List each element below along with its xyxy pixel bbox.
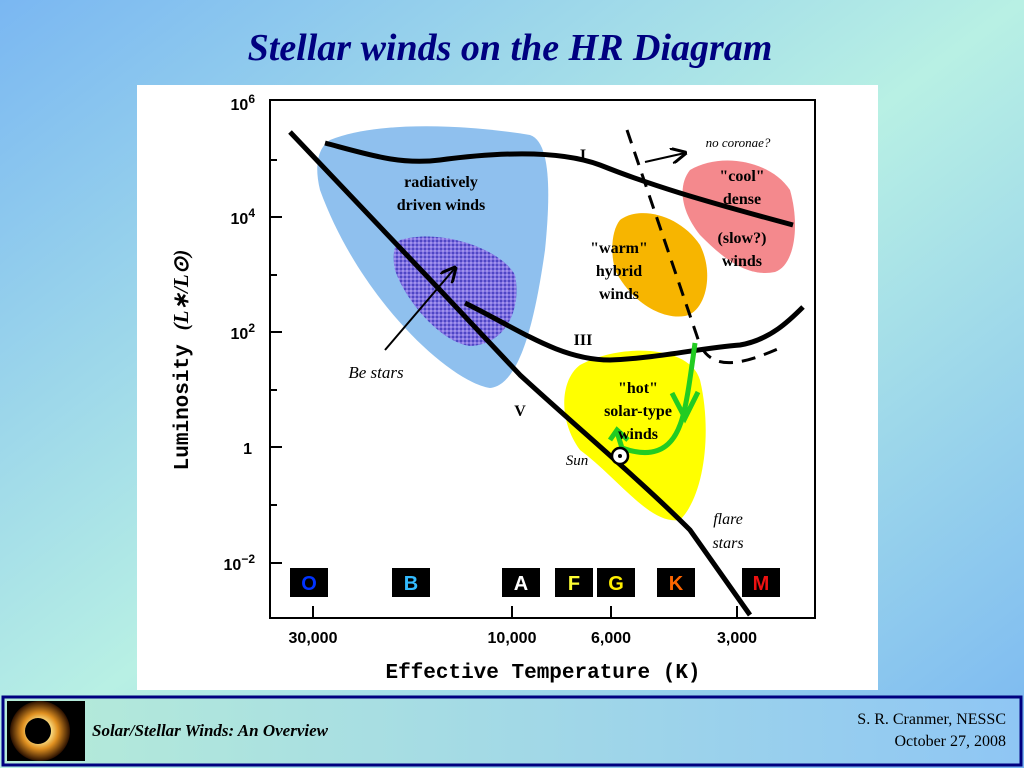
eclipse-disk: [25, 718, 51, 744]
region-cool: [682, 160, 795, 273]
class-label: III: [574, 332, 593, 349]
y-axis-label: Luminosity(L∗/L⊙): [169, 250, 195, 471]
annotation: Be stars: [348, 363, 404, 382]
region-label: hybrid: [596, 263, 642, 280]
spectral-box: [742, 568, 780, 597]
region-label: radiatively: [404, 174, 478, 191]
curves: [288, 130, 805, 617]
coronal-dividing-line: [625, 129, 781, 365]
footer-date: October 27, 2008: [894, 733, 1006, 750]
region-be-stars: [393, 236, 517, 346]
x-tick-label: 6,000: [591, 630, 631, 647]
spectral-class: B: [404, 573, 418, 595]
region-label: driven winds: [397, 197, 485, 214]
sun-symbol-dot: [618, 454, 622, 458]
region-label: (slow?): [718, 230, 767, 247]
spectral-box: [555, 568, 593, 597]
sun-evolution-track: [607, 342, 701, 455]
y-tick-label: 104: [231, 206, 256, 228]
spectral-class: A: [514, 573, 528, 595]
y-tick-label: 1: [243, 441, 252, 458]
tick-marks: [270, 159, 738, 618]
plot-frame: [269, 99, 816, 619]
annotation: Sun: [566, 453, 589, 469]
footer-author: S. R. Cranmer, NESSC: [857, 711, 1006, 728]
annotation: flare: [713, 511, 743, 528]
footer-bar: [1, 695, 1023, 767]
annotation: no coronae?: [706, 135, 771, 150]
spectral-class: K: [669, 573, 684, 595]
arrow: [384, 268, 455, 351]
y-tick-label: 102: [231, 321, 256, 343]
annotation: stars: [712, 535, 743, 552]
x-tick-label: 3,000: [717, 630, 757, 647]
spectral-box: [392, 568, 430, 597]
region-label: solar-type: [604, 403, 672, 420]
spectral-box: [290, 568, 328, 597]
spectral-box: [502, 568, 540, 597]
class-label: V: [514, 403, 526, 420]
region-label: winds: [618, 426, 658, 443]
spectral-class: M: [753, 573, 770, 595]
x-axis-label: Effective Temperature (K): [385, 662, 700, 685]
region-label: winds: [599, 286, 639, 303]
slide-title: Stellar winds on the HR Diagram: [248, 27, 773, 69]
region-label: dense: [723, 191, 761, 208]
region-label: "cool": [719, 168, 764, 185]
spectral-box: [597, 568, 635, 597]
region-label: "warm": [590, 240, 648, 257]
region-hot: [564, 350, 706, 521]
spectral-class: G: [608, 573, 624, 595]
y-tick-label: 10−2: [224, 552, 256, 574]
spectral-class: O: [301, 573, 317, 595]
region-label: "hot": [618, 380, 658, 397]
spectral-box: [657, 568, 695, 597]
x-tick-label: 10,000: [488, 630, 537, 647]
region-label: winds: [722, 253, 762, 270]
x-tick-label: 30,000: [289, 630, 338, 647]
class-label: I: [580, 147, 586, 164]
spectral-class: F: [568, 573, 580, 595]
arrow: [644, 153, 685, 162]
footer-title: Solar/Stellar Winds: An Overview: [92, 721, 329, 740]
region-warm: [612, 213, 708, 317]
y-tick-label: 106: [231, 92, 256, 114]
